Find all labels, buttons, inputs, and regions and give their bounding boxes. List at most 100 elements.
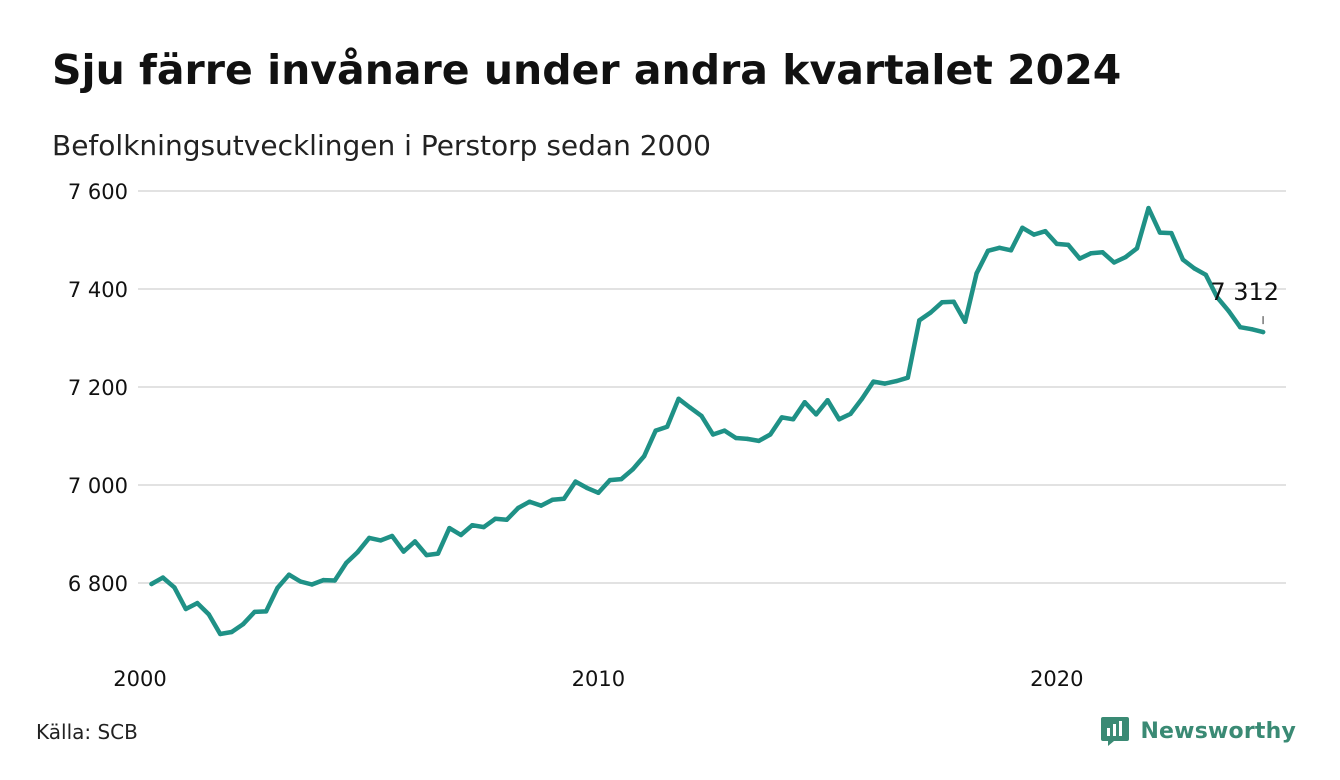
- data-point: [940, 300, 945, 305]
- data-point: [240, 622, 246, 627]
- newsworthy-logo-icon: [1101, 717, 1130, 746]
- data-point: [584, 485, 590, 491]
- data-point: [355, 549, 360, 555]
- data-point: [229, 629, 234, 635]
- brand-name: Newsworthy: [1140, 718, 1296, 744]
- data-point: [458, 532, 464, 538]
- y-tick-label: 7 600: [68, 180, 128, 204]
- y-tick-label: 7 400: [68, 278, 128, 302]
- data-point: [149, 581, 154, 587]
- data-point: [550, 497, 555, 502]
- line-chart: 6 800 7 000 7 200 7 400 7 600 2000 2010 2020 7…: [68, 180, 1286, 691]
- x-axis-labels: 2000 2010 2020: [113, 667, 1083, 691]
- data-point: [263, 609, 269, 614]
- data-point: [470, 523, 475, 528]
- data-point: [516, 505, 521, 511]
- data-point: [1203, 272, 1209, 277]
- data-point: [1100, 250, 1105, 255]
- data-point: [905, 375, 910, 380]
- data-point: [1192, 266, 1197, 271]
- x-tick-label: 2000: [113, 667, 166, 691]
- data-point: [527, 499, 532, 504]
- data-point: [859, 396, 865, 401]
- data-point: [1077, 256, 1082, 261]
- chart-subtitle: Befolkningsutvecklingen i Perstorp sedan…: [52, 129, 711, 162]
- data-point: [951, 299, 956, 304]
- data-point: [630, 467, 635, 472]
- data-point: [332, 578, 337, 583]
- data-point: [172, 585, 177, 590]
- data-point: [1157, 230, 1163, 235]
- data-point: [882, 381, 888, 386]
- y-tick-label: 7 200: [68, 376, 128, 400]
- data-point: [160, 575, 166, 580]
- source-note: Källa: SCB: [36, 720, 138, 744]
- data-point: [665, 424, 670, 429]
- data-point: [848, 411, 853, 417]
- data-point: [1043, 229, 1048, 234]
- data-point: [1111, 260, 1117, 265]
- data-point: [389, 533, 395, 539]
- data-point: [745, 436, 750, 442]
- data-point: [378, 538, 383, 543]
- series-layer: [149, 205, 1266, 637]
- data-point: [676, 396, 681, 401]
- data-point: [836, 417, 842, 422]
- data-point: [1180, 257, 1186, 262]
- data-point: [974, 271, 979, 276]
- data-point: [206, 612, 211, 617]
- data-point: [733, 435, 739, 441]
- data-point: [802, 400, 807, 405]
- data-point: [183, 606, 188, 612]
- y-tick-label: 6 800: [68, 572, 128, 596]
- chart-title: Sju färre invånare under andra kvartalet…: [52, 46, 1122, 94]
- data-point: [1169, 230, 1174, 236]
- data-point: [1020, 225, 1025, 230]
- data-point: [252, 609, 257, 615]
- data-point: [298, 579, 303, 584]
- data-point: [1031, 232, 1037, 237]
- data-point: [825, 398, 830, 403]
- data-point: [1260, 329, 1266, 335]
- series-line: [149, 205, 1266, 637]
- data-point: [928, 310, 933, 315]
- data-point: [504, 517, 509, 522]
- data-point: [1249, 327, 1254, 332]
- data-point: [424, 552, 429, 558]
- data-point: [813, 412, 819, 417]
- data-point: [710, 432, 716, 437]
- data-point: [447, 525, 452, 531]
- x-tick-label: 2010: [572, 667, 625, 691]
- data-point: [1146, 205, 1151, 211]
- data-point: [917, 318, 922, 323]
- data-point: [997, 245, 1002, 250]
- data-point: [367, 535, 372, 541]
- data-point: [481, 524, 486, 530]
- data-point: [756, 438, 761, 444]
- grid-lines: [138, 190, 1286, 584]
- data-point: [653, 428, 658, 433]
- data-point: [1238, 325, 1243, 330]
- data-point: [962, 319, 968, 324]
- data-point: [309, 582, 315, 587]
- data-point: [344, 560, 349, 566]
- data-point: [1089, 251, 1094, 256]
- data-point: [1054, 241, 1060, 247]
- data-point: [1134, 246, 1140, 251]
- data-point: [619, 476, 624, 482]
- brand-logo[interactable]: Newsworthy: [1100, 712, 1296, 750]
- data-point: [985, 248, 991, 253]
- data-point: [1066, 242, 1071, 248]
- data-point: [1215, 295, 1220, 300]
- data-point: [768, 432, 773, 437]
- data-point: [538, 503, 544, 508]
- data-point: [493, 516, 498, 521]
- annotation-layer: 7 312: [1210, 278, 1279, 325]
- data-point: [642, 453, 647, 459]
- data-point: [435, 551, 441, 556]
- data-point: [321, 577, 326, 583]
- data-point: [275, 585, 280, 591]
- data-point: [1008, 248, 1014, 253]
- data-point: [412, 539, 418, 544]
- end-value-label: 7 312: [1210, 278, 1279, 306]
